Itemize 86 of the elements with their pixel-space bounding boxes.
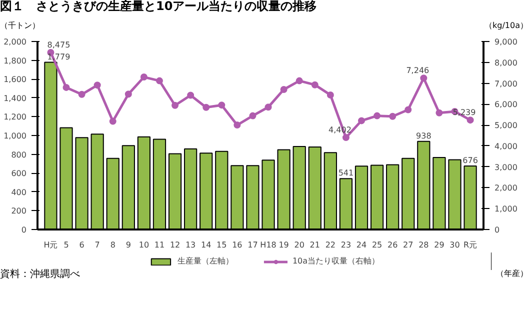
- point: [124, 90, 132, 98]
- x-tick-label: 11: [154, 240, 165, 250]
- y2-tick-label: 1,000: [494, 204, 518, 214]
- x-tick-label: 8: [110, 240, 116, 250]
- point: [420, 74, 428, 82]
- x-tick-label: 16: [232, 240, 242, 250]
- x-tick-label: 13: [185, 240, 196, 250]
- point: [78, 90, 86, 98]
- point: [296, 77, 303, 84]
- x-axis-title: （年産）: [496, 269, 528, 278]
- y-tick-label: 1,200: [4, 112, 27, 122]
- x-tick-label: 20: [294, 240, 304, 250]
- point: [94, 82, 101, 89]
- point: [156, 77, 163, 84]
- x-tick-label: H元: [44, 240, 58, 250]
- point: [280, 86, 288, 93]
- x-tick-label: 30: [450, 240, 460, 250]
- point: [140, 74, 148, 81]
- data-label: 676: [462, 156, 478, 165]
- y2-tick-label: 4,000: [494, 142, 518, 151]
- y2-tick-label: 2,000: [494, 184, 518, 193]
- y2-tick-label: 6,000: [494, 100, 518, 110]
- data-label: 541: [338, 168, 354, 178]
- x-tick-label: 19: [278, 240, 289, 250]
- point: [234, 122, 241, 129]
- point: [218, 102, 226, 109]
- y2-tick-label: 7,000: [494, 79, 518, 88]
- x-tick-label: 5: [64, 240, 69, 250]
- x-tick-label: H18: [260, 240, 276, 250]
- point: [326, 91, 334, 98]
- x-tick-label: 14: [201, 240, 212, 250]
- y2-axis-title: （kg/10a）: [484, 21, 528, 30]
- point: [109, 118, 116, 125]
- point: [187, 92, 194, 99]
- legend-label: 生産量（左軸）: [177, 256, 234, 266]
- x-tick-label: 24: [356, 240, 367, 250]
- x-tick-label: R元: [464, 240, 478, 250]
- x-tick-label: 26: [388, 240, 398, 250]
- x-tick-label: 28: [418, 240, 429, 250]
- point: [389, 112, 396, 120]
- point: [404, 106, 412, 114]
- y-tick-label: 0: [21, 226, 27, 234]
- y-tick-label: 600: [11, 169, 27, 178]
- x-tick-label: 21: [310, 240, 320, 250]
- x-tick-label: 25: [372, 240, 382, 250]
- y-tick-label: 1,800: [4, 56, 27, 66]
- x-tick-label: 29: [434, 240, 444, 250]
- text: 資料：沖縄県調べ: [0, 269, 80, 280]
- point: [62, 84, 70, 91]
- y-tick-label: 800: [11, 150, 27, 160]
- x-tick-label: 6: [79, 240, 84, 250]
- point: [172, 102, 179, 109]
- x-tick-label: 27: [403, 240, 414, 250]
- x-tick-label: 7: [94, 240, 100, 250]
- data-label: 8,475: [47, 40, 70, 50]
- point: [436, 109, 443, 116]
- x-tick-label: 10: [138, 240, 150, 250]
- point: [311, 81, 318, 88]
- y-axis-title: （千トン）: [0, 21, 40, 30]
- x-tick-label: 23: [340, 240, 352, 250]
- y2-tick-label: 3,000: [494, 162, 518, 172]
- point: [264, 104, 272, 111]
- y-tick-label: 400: [11, 188, 27, 197]
- y2-tick-label: 0: [494, 226, 500, 234]
- x-tick-label: 12: [170, 240, 180, 250]
- y-tick-label: 1,400: [4, 94, 27, 103]
- x-tick-label: 17: [248, 240, 258, 250]
- x-tick-label: 15: [216, 240, 227, 250]
- point: [466, 116, 474, 124]
- y-tick-label: 1,600: [4, 75, 27, 84]
- point: [249, 112, 256, 120]
- y2-tick-label: 5,000: [494, 121, 518, 130]
- y-tick-label: 200: [11, 206, 27, 216]
- legend-label: 10a当たり収量（右軸）: [292, 256, 380, 266]
- x-tick-label: 9: [126, 240, 131, 250]
- y2-tick-label: 8,000: [494, 58, 518, 68]
- point: [358, 117, 366, 124]
- data-label: 938: [416, 131, 432, 140]
- data-label: 7,246: [406, 66, 430, 76]
- point: [202, 104, 210, 111]
- point: [342, 134, 350, 142]
- x-tick-label: 22: [325, 240, 336, 250]
- point: [374, 112, 381, 120]
- y2-tick-label: 9,000: [494, 38, 518, 46]
- y-tick-label: 2,000: [4, 38, 27, 46]
- y-tick-label: 1,000: [4, 132, 27, 140]
